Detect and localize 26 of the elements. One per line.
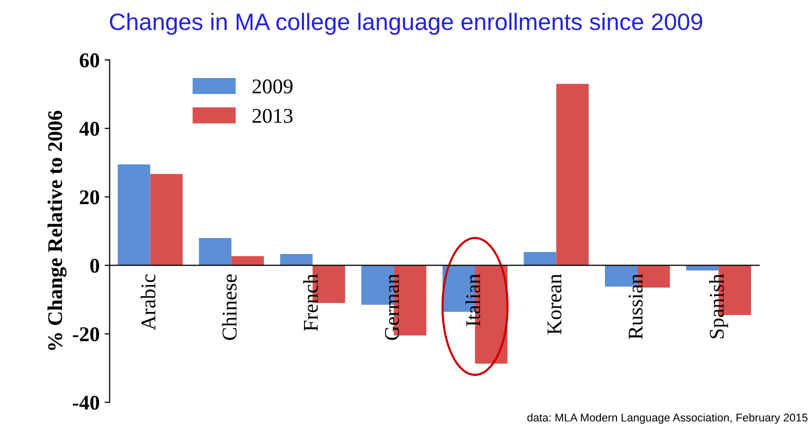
x-tick-label: Russian [628, 274, 643, 340]
legend-label: 2009 [252, 79, 292, 94]
x-tick-label: Italian [466, 274, 480, 326]
y-tick-label: 40 [79, 122, 100, 136]
bar [280, 254, 313, 266]
x-tick-label: Spanish [709, 274, 728, 338]
y-tick-label: 0 [90, 258, 100, 273]
bar [150, 174, 183, 266]
y-tick-label: -40 [72, 396, 100, 410]
bar [118, 164, 150, 266]
x-tick-label: Korean [548, 274, 562, 334]
x-tick-label: German [385, 274, 400, 340]
y-tick-label: -20 [72, 327, 100, 342]
y-tick-label: 60 [80, 53, 100, 68]
bar [524, 252, 556, 266]
bar [556, 84, 589, 266]
y-axis-title: % Change Relative to 2006 [48, 110, 67, 350]
x-tick-label: Chinese [222, 274, 237, 340]
x-tick-label: French [303, 274, 318, 331]
chart-title: Changes in MA college language enrollments since 2009 [110, 12, 702, 35]
bar [231, 256, 264, 266]
legend-label: 2013 [252, 108, 293, 123]
y-tick-label: 20 [80, 190, 100, 204]
bar [198, 238, 232, 266]
x-tick-label: Arabic [140, 274, 156, 330]
text: data: MLA Modern Language Association, February 2015 [527, 413, 808, 424]
